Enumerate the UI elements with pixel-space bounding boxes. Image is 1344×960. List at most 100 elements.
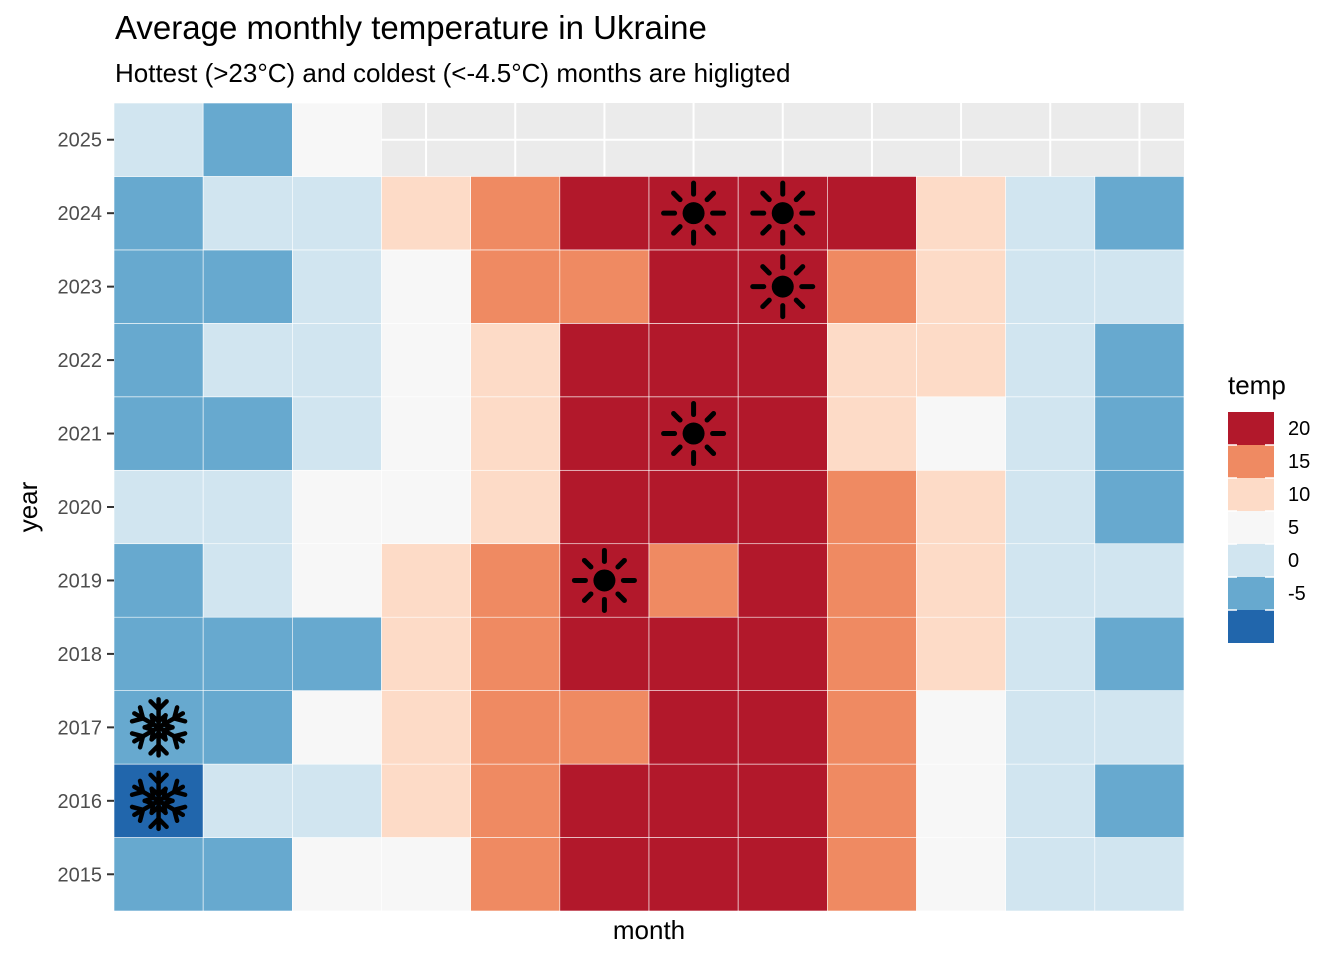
- heatmap-cell-2015-7: [648, 837, 739, 912]
- chart-subtitle: Hottest (>23°C) and coldest (<-4.5°C) mo…: [115, 58, 790, 88]
- heatmap-cell-2020-1: [113, 469, 204, 545]
- heatmap-cell-2017-2: [202, 690, 293, 765]
- y-tick-label: 2025: [58, 130, 103, 152]
- heatmap-cell-2021-6: [559, 396, 650, 471]
- heatmap-cell-2022-7: [648, 323, 739, 398]
- heatmap-cell-2024-4: [381, 176, 471, 251]
- legend-key: [1228, 544, 1274, 577]
- heatmap-cell-2017-5: [470, 690, 561, 765]
- heatmap-cell-2022-4: [381, 323, 471, 398]
- heatmap-cell-2017-9: [827, 690, 917, 765]
- heatmap-cell-2022-8: [737, 323, 828, 398]
- heatmap-cell-2016-12: [1094, 763, 1185, 838]
- heatmap-cell-2021-9: [827, 396, 917, 471]
- heatmap-cell-2023-7: [648, 249, 739, 324]
- heatmap-cell-2023-9: [827, 249, 917, 324]
- legend-key: [1228, 478, 1274, 511]
- heatmap-cell-2024-9: [827, 176, 917, 251]
- y-tick-label: 2017: [58, 717, 103, 739]
- heatmap-cell-2015-5: [470, 837, 561, 912]
- heatmap-cell-2018-1: [113, 616, 204, 691]
- heatmap-cell-2024-6: [559, 176, 650, 251]
- heatmap-cell-2021-3: [292, 396, 382, 471]
- heatmap-cell-2022-9: [827, 323, 917, 398]
- heatmap-cell-2021-2: [202, 396, 293, 471]
- x-axis-title: month: [613, 915, 685, 945]
- chart-title: Average monthly temperature in Ukraine: [115, 9, 707, 46]
- heatmap-cell-2015-6: [559, 837, 650, 912]
- heatmap-cell-2018-5: [470, 616, 561, 691]
- heatmap-cell-2015-8: [737, 837, 828, 912]
- heatmap-cell-2024-10: [916, 176, 1006, 251]
- heatmap-cell-2021-8: [737, 396, 828, 471]
- heatmap-cell-2018-7: [648, 616, 739, 691]
- heatmap-cell-2017-6: [559, 690, 650, 765]
- heatmap-cell-2021-4: [381, 396, 471, 471]
- legend-label: 20: [1288, 418, 1310, 440]
- heatmap-cell-2018-11: [1005, 616, 1096, 691]
- legend-label: 5: [1288, 517, 1299, 539]
- heatmap-cell-2016-11: [1005, 763, 1096, 838]
- heatmap-cell-2025-2: [202, 102, 293, 177]
- y-tick-label: 2020: [58, 497, 103, 519]
- heatmap-cell-2020-5: [470, 469, 561, 545]
- legend-title: temp: [1228, 370, 1286, 400]
- heatmap-cell-2015-10: [916, 837, 1006, 912]
- heatmap-cell-2022-11: [1005, 323, 1096, 398]
- heatmap-cell-2018-9: [827, 616, 917, 691]
- heatmap-cell-2020-2: [202, 469, 293, 545]
- heatmap-cell-2024-3: [292, 176, 382, 251]
- heatmap-cell-2018-8: [737, 616, 828, 691]
- heatmap-cell-2020-6: [559, 469, 650, 545]
- heatmap-cell-2023-3: [292, 249, 382, 324]
- heatmap-cell-2023-12: [1094, 249, 1185, 324]
- y-tick-label: 2015: [58, 864, 103, 886]
- heatmap-cell-2019-9: [827, 543, 917, 618]
- heatmap-cell-2023-11: [1005, 249, 1096, 324]
- sun-icon: [753, 257, 813, 317]
- sun-icon: [664, 404, 724, 464]
- heatmap-cell-2016-4: [381, 763, 471, 838]
- heatmap-cell-2018-12: [1094, 616, 1185, 691]
- heatmap-cell-2018-2: [202, 616, 293, 691]
- heatmap-cell-2024-1: [113, 176, 204, 251]
- y-tick-label: 2021: [58, 424, 103, 446]
- heatmap-cell-2015-3: [292, 837, 382, 912]
- legend-key: [1228, 445, 1274, 478]
- heatmap-cell-2023-5: [470, 249, 561, 324]
- heatmap-cell-2022-3: [292, 323, 382, 398]
- heatmap-cell-2020-3: [292, 469, 382, 545]
- legend-label: 10: [1288, 484, 1310, 506]
- heatmap-cell-2020-9: [827, 469, 917, 545]
- heatmap-cell-2024-5: [470, 176, 561, 251]
- heatmap-cell-2023-4: [381, 249, 471, 324]
- y-tick-label: 2018: [58, 644, 103, 666]
- heatmap-cell-2018-10: [916, 616, 1006, 691]
- legend-label: -5: [1288, 583, 1306, 605]
- heatmap-cell-2016-9: [827, 763, 917, 838]
- heatmap-cell-2021-12: [1094, 396, 1185, 471]
- heatmap-cell-2023-1: [113, 249, 204, 324]
- heatmap-cell-2017-8: [737, 690, 828, 765]
- heatmap-cell-2015-9: [827, 837, 917, 912]
- legend-key: [1228, 412, 1274, 445]
- heatmap-cell-2016-2: [202, 763, 293, 838]
- heatmap-cell-2025-3: [292, 102, 382, 177]
- heatmap-cell-2024-2: [202, 176, 293, 251]
- heatmap-cell-2019-3: [292, 543, 382, 618]
- heatmap-cell-2023-2: [202, 249, 293, 324]
- heatmap-cell-2019-10: [916, 543, 1006, 618]
- heatmap-cell-2019-1: [113, 543, 204, 618]
- legend-label: 0: [1288, 550, 1299, 572]
- heatmap-cell-2022-6: [559, 323, 650, 398]
- heatmap-cell-2022-10: [916, 323, 1006, 398]
- sun-icon: [753, 183, 813, 243]
- heatmap-cell-2016-10: [916, 763, 1006, 838]
- heatmap-cell-2020-10: [916, 469, 1006, 545]
- heatmap-cell-2021-1: [113, 396, 204, 471]
- heatmap-cell-2025-1: [113, 102, 204, 177]
- heatmap-cell-2021-11: [1005, 396, 1096, 471]
- legend-label: 15: [1288, 451, 1310, 473]
- heatmap-cell-2019-4: [381, 543, 471, 618]
- heatmap-cell-2016-3: [292, 763, 382, 838]
